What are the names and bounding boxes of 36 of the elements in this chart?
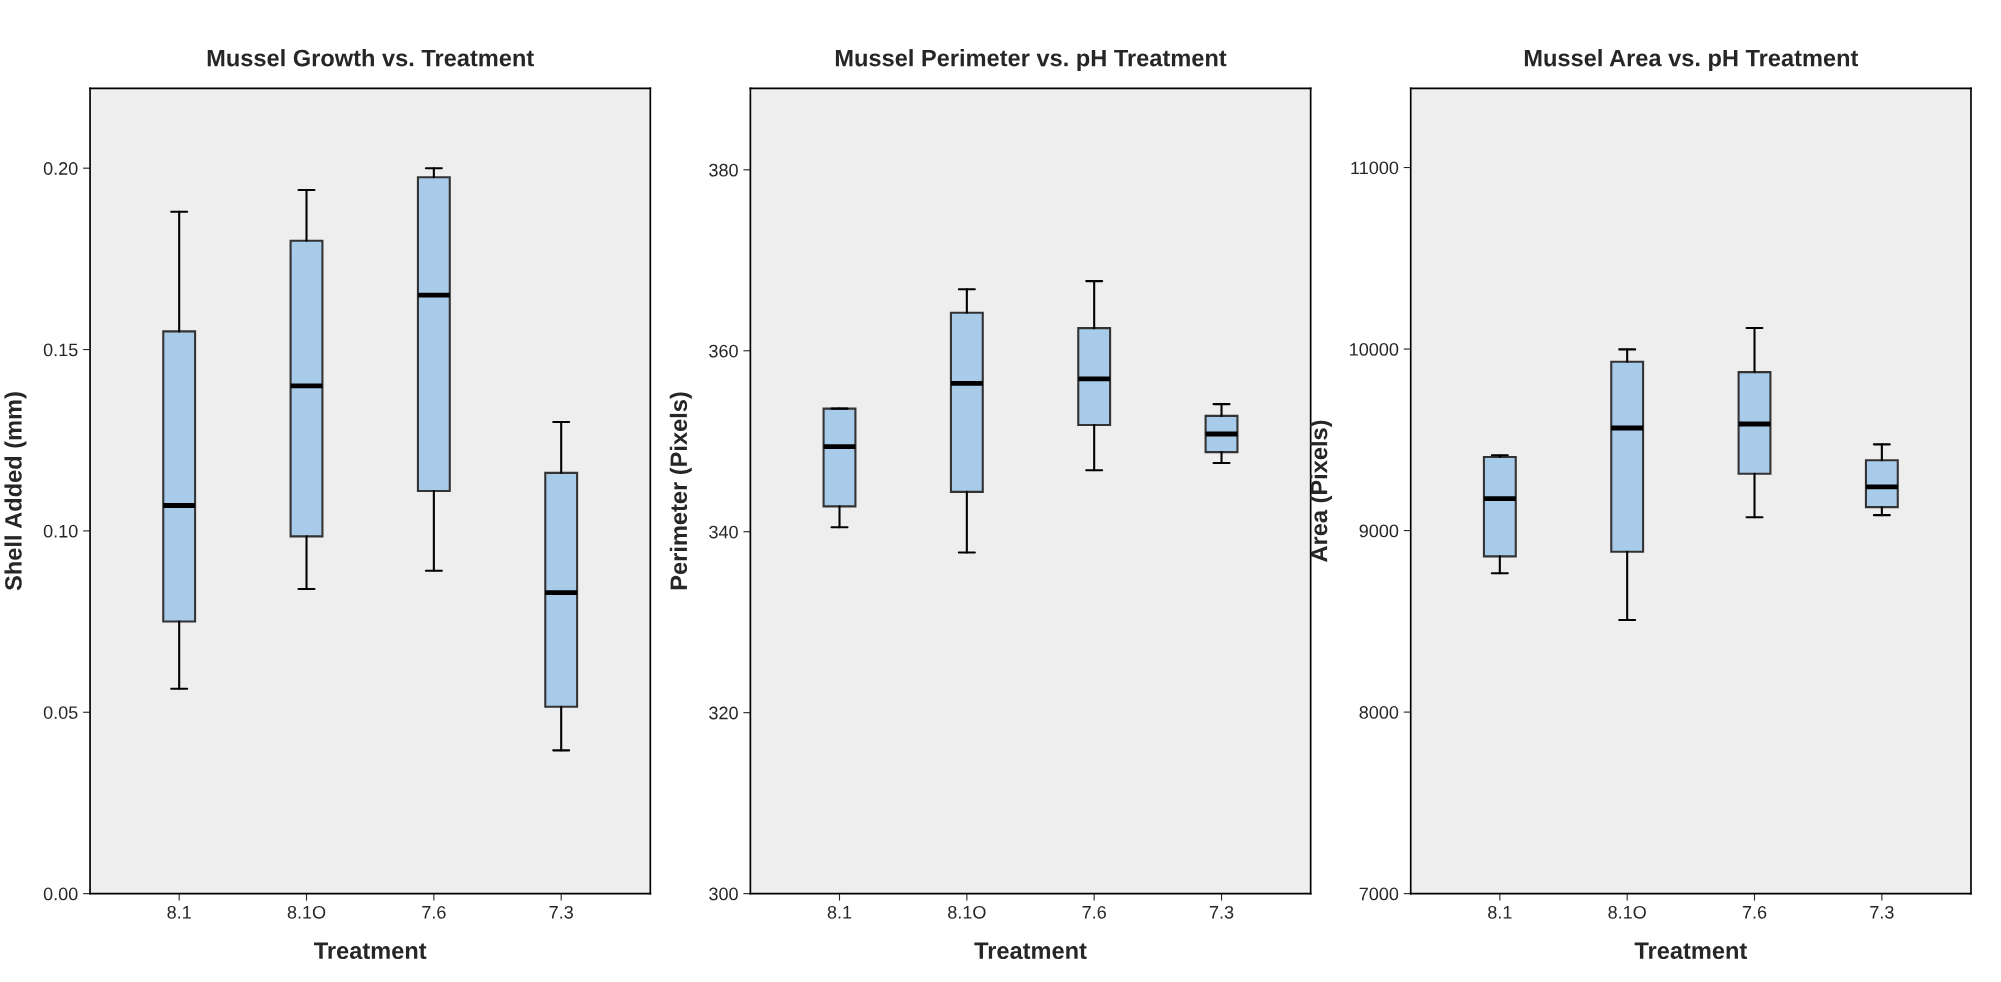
x-tick-label: 7.6	[1082, 905, 1106, 919]
y-tick-label: 360	[709, 344, 738, 358]
y-tick-label: 10000	[1350, 342, 1399, 356]
x-tick-label: 7.3	[1870, 905, 1894, 919]
y-tick-label: 11000	[1351, 161, 1399, 175]
chart-title: Mussel Perimeter vs. pH Treatment	[835, 49, 1227, 72]
y-tick-label: 300	[709, 887, 738, 901]
x-tick-label: 8.1	[1488, 905, 1512, 919]
y-tick-label: 0.10	[43, 524, 78, 538]
x-tick-label: 7.6	[1742, 905, 1767, 919]
y-tick-label: 0.15	[43, 343, 78, 357]
y-axis-title: Perimeter (Pixels)	[669, 392, 692, 590]
chart-title: Mussel Growth vs. Treatment	[207, 49, 534, 67]
y-tick-label: 340	[709, 525, 738, 539]
y-axis-title: Shell Added (mm)	[4, 392, 27, 591]
chart-title: Mussel Area vs. pH Treatment	[1524, 49, 1859, 72]
y-tick-label: 0.05	[43, 706, 78, 719]
x-tick-label: 8.1O	[948, 905, 986, 919]
y-tick-label: 7000	[1359, 887, 1399, 901]
y-tick-label: 380	[709, 163, 738, 177]
y-axis-title: Area (Pixels)	[1310, 420, 1333, 562]
y-tick-label: 9000	[1359, 524, 1399, 538]
y-tick-label: 0.00	[43, 887, 78, 901]
y-tick-label: 8000	[1359, 706, 1399, 719]
x-axis-title: Treatment	[1634, 942, 1747, 960]
x-tick-label: 7.3	[1209, 905, 1234, 919]
x-tick-label: 8.1O	[1608, 905, 1646, 919]
x-tick-label: 7.6	[422, 905, 446, 919]
y-tick-label: 320	[709, 706, 738, 720]
y-tick-label: 0.20	[43, 162, 78, 175]
x-tick-label: 8.1	[167, 905, 191, 919]
x-axis-title: Treatment	[314, 942, 427, 960]
x-tick-label: 8.1O	[287, 905, 326, 919]
x-tick-label: 7.3	[549, 905, 573, 919]
x-tick-label: 8.1	[827, 905, 852, 919]
x-axis-title: Treatment	[974, 942, 1087, 960]
